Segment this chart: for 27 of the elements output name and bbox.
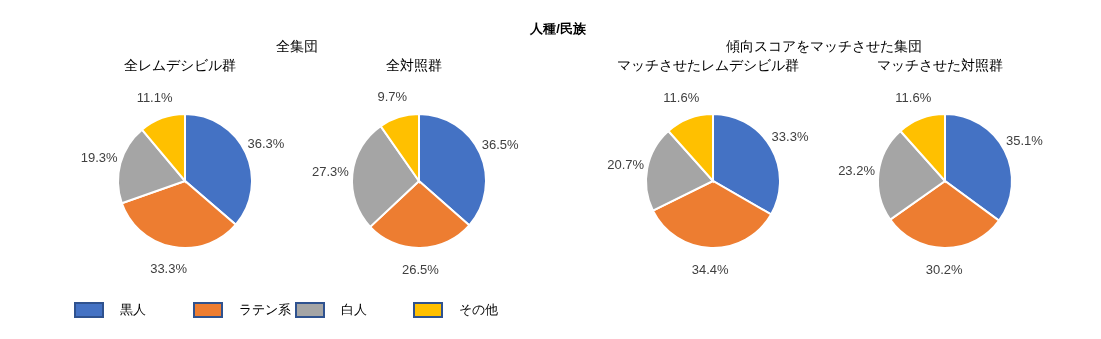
data-label: 35.1%: [1005, 133, 1044, 149]
chart-title: 全対照群: [385, 57, 443, 75]
data-label: 11.6%: [663, 90, 700, 106]
chart-title: マッチさせた対照群: [877, 57, 1003, 73]
data-label: 19.3%: [80, 150, 119, 166]
data-label: 26.5%: [401, 262, 440, 278]
data-label: 36.3%: [247, 136, 285, 152]
data-label: 11.6%: [895, 90, 932, 106]
data-label: 11.1%: [136, 89, 173, 105]
data-label: 9.7%: [377, 88, 408, 104]
data-label: 27.3%: [312, 164, 350, 180]
chart-subtitle: 傾向スコアをマッチさせた集団: [725, 38, 923, 56]
legend-label: ラテン系: [239, 301, 291, 319]
data-label: 30.2%: [925, 262, 964, 278]
legend-label: その他: [459, 301, 498, 319]
data-label: 33.3%: [771, 128, 809, 144]
legend-label: 白人: [341, 301, 367, 319]
chart-subtitle: 全集団: [275, 38, 319, 56]
data-label: 34.4%: [691, 262, 730, 278]
chart-title: 全レムデシビル群: [123, 57, 237, 75]
data-label: 33.3%: [150, 260, 188, 276]
text: 人種/民族: [529, 20, 587, 38]
legend-label: 黒人: [120, 301, 146, 319]
data-label: 23.2%: [838, 163, 876, 179]
data-label: 36.5%: [481, 136, 519, 152]
chart-title: マッチさせたレムデシビル群: [616, 57, 800, 75]
data-label: 20.7%: [607, 156, 645, 172]
